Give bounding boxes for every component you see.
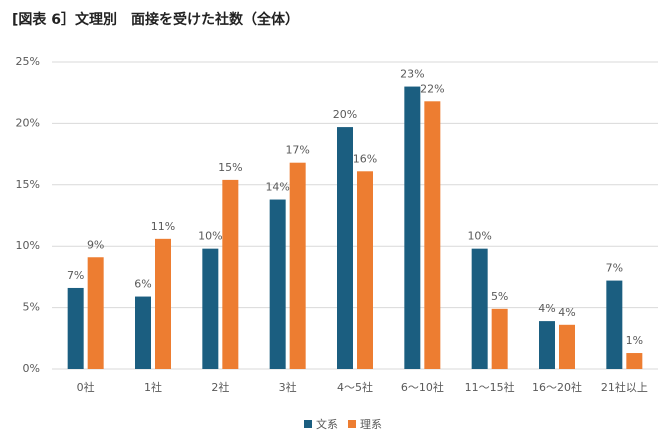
value-label: 6% [134, 278, 151, 291]
x-tick-label: 11〜15社 [465, 380, 515, 394]
bar [626, 353, 643, 369]
value-label: 9% [87, 238, 104, 251]
bar [491, 308, 508, 369]
legend-label: 理系 [360, 418, 382, 431]
x-tick-label: 2社 [211, 380, 229, 394]
bar [471, 248, 488, 369]
bar [87, 257, 104, 369]
bar [559, 324, 575, 369]
value-label: 10% [198, 230, 222, 243]
bar [539, 321, 555, 369]
bar [67, 287, 84, 369]
x-tick-label: 4〜5社 [337, 380, 373, 394]
y-tick-label: 25% [16, 55, 40, 68]
value-label: 16% [353, 152, 377, 165]
bar [135, 296, 151, 369]
value-label: 7% [606, 262, 623, 275]
bar [222, 179, 239, 369]
bar [424, 101, 441, 370]
value-label: 4% [538, 302, 555, 315]
x-tick-label: 3社 [279, 380, 297, 394]
value-label: 20% [333, 108, 357, 121]
bar [606, 280, 623, 369]
bar [357, 171, 373, 369]
y-tick-label: 10% [16, 239, 40, 252]
y-tick-label: 0% [23, 362, 40, 375]
value-label: 1% [626, 334, 643, 347]
y-tick-label: 5% [23, 301, 40, 314]
bar [337, 127, 353, 369]
legend-swatch [304, 420, 312, 428]
x-tick-label: 21社以上 [601, 380, 648, 394]
bar [202, 248, 219, 369]
y-tick-label: 20% [16, 116, 40, 129]
bar [155, 238, 171, 369]
value-label: 5% [491, 290, 508, 303]
value-label: 4% [558, 306, 575, 319]
value-label: 23% [400, 68, 424, 81]
legend-swatch [348, 420, 356, 428]
y-tick-label: 15% [16, 178, 40, 191]
x-tick-label: 16〜20社 [532, 380, 582, 394]
legend-label: 文系 [316, 417, 338, 431]
x-tick-label: 6〜10社 [401, 380, 444, 394]
x-tick-label: 1社 [144, 380, 162, 394]
x-tick-label: 0社 [77, 380, 95, 394]
value-label: 22% [420, 82, 444, 95]
value-label: 10% [467, 230, 491, 243]
value-label: 14% [265, 181, 289, 194]
chart-title: [図表 6］文理別 面接を受けた社数（全体） [12, 11, 299, 28]
bar [404, 86, 421, 369]
value-label: 11% [151, 220, 175, 233]
value-label: 7% [67, 269, 84, 282]
value-label: 17% [285, 144, 309, 157]
bar [269, 199, 286, 369]
bar [289, 162, 306, 369]
value-label: 15% [218, 161, 242, 174]
